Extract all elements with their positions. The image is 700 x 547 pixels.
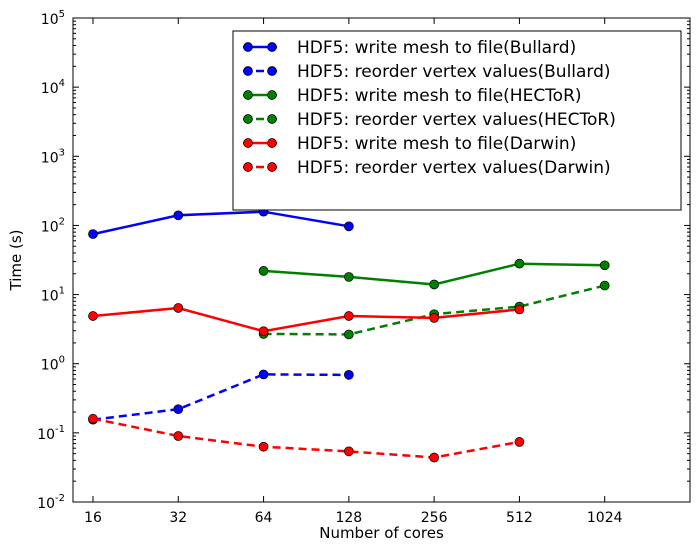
x-tick-label: 64 (255, 510, 273, 526)
data-point (344, 311, 354, 321)
data-point (429, 313, 439, 323)
data-point (258, 266, 269, 276)
data-point (173, 303, 184, 313)
x-tick-label: 256 (421, 510, 448, 526)
series-line (92, 210, 350, 236)
y-tick-label: 102 (41, 216, 65, 235)
legend-marker (267, 138, 277, 148)
x-tick-label: 1024 (587, 510, 623, 526)
legend-marker (243, 42, 253, 52)
series-line (92, 306, 520, 333)
y-tick-label: 101 (41, 286, 65, 305)
legend-label: HDF5: reorder vertex values(Bullard) (297, 62, 611, 82)
series-5 (88, 303, 525, 337)
legend-frame (232, 30, 682, 211)
plot-frame (72, 17, 691, 503)
legend-label: HDF5: write mesh to file(HECToR) (297, 86, 582, 106)
data-point (344, 370, 354, 380)
legend-label: HDF5: reorder vertex values(HECToR) (297, 110, 616, 130)
x-tick-label: 16 (84, 510, 102, 526)
data-point (344, 446, 354, 457)
data-point (88, 311, 98, 321)
legend-entry: HDF5: reorder vertex values(HECToR) (243, 110, 616, 130)
series-3 (258, 258, 610, 290)
legend-marker (267, 114, 277, 124)
x-tick-label: 512 (506, 510, 533, 526)
data-point (344, 221, 354, 232)
legend-label: HDF5: write mesh to file(Bullard) (297, 38, 576, 58)
data-point (173, 210, 184, 221)
data-point (344, 329, 354, 340)
legend-label: HDF5: reorder vertex values(Darwin) (297, 158, 611, 178)
data-point (258, 369, 269, 380)
y-tick-label: 105 (41, 9, 65, 28)
data-point (599, 260, 610, 271)
data-point (514, 258, 525, 269)
legend-marker (267, 66, 277, 76)
y-tick-label: 100 (41, 355, 65, 374)
data-point (173, 404, 184, 415)
legend-marker (243, 114, 253, 124)
legend-marker (267, 42, 277, 52)
data-point (258, 326, 269, 337)
legend: HDF5: write mesh to file(Bullard) HDF5: r… (232, 30, 682, 211)
legend-entry: HDF5: write mesh to file(Bullard) (243, 38, 576, 58)
legend-marker (267, 90, 277, 100)
y-tick-label: 104 (41, 78, 65, 97)
legend-marker (243, 66, 253, 76)
legend-entry: HDF5: reorder vertex values(Darwin) (243, 158, 611, 178)
series-6 (88, 413, 525, 463)
series-line (92, 417, 520, 459)
y-tick-label: 103 (41, 147, 65, 166)
tick-layer: 16 32 64 128 256 512 1024 10-2 10-1 100 101 102 103 1… (37, 9, 690, 526)
legend-marker (243, 138, 253, 148)
legend-entry: HDF5: write mesh to file(Darwin) (243, 134, 576, 154)
data-point (514, 304, 525, 315)
legend-marker (243, 162, 253, 172)
y-tick-label: 10-2 (37, 493, 65, 512)
legend-marker (267, 162, 277, 172)
data-point (88, 413, 98, 424)
y-tick-label: 10-1 (37, 424, 65, 443)
data-point (258, 441, 269, 452)
data-point (429, 279, 439, 290)
legend-entry: HDF5: reorder vertex values(Bullard) (243, 62, 611, 82)
data-point (88, 229, 98, 239)
series-layer (88, 206, 610, 463)
legend-label: HDF5: write mesh to file(Darwin) (297, 134, 576, 154)
x-tick-label: 32 (169, 510, 187, 526)
series-line (92, 373, 349, 421)
legend-marker (243, 90, 253, 100)
x-axis-label: Number of cores (319, 524, 444, 542)
data-point (514, 437, 525, 447)
data-point (599, 280, 610, 291)
y-axis-label: Time (s) (7, 230, 25, 292)
x-tick-label: 128 (335, 510, 362, 526)
data-point (173, 431, 184, 441)
legend-entry: HDF5: write mesh to file(HECToR) (243, 86, 582, 106)
data-point (429, 452, 439, 463)
data-point (344, 272, 354, 282)
